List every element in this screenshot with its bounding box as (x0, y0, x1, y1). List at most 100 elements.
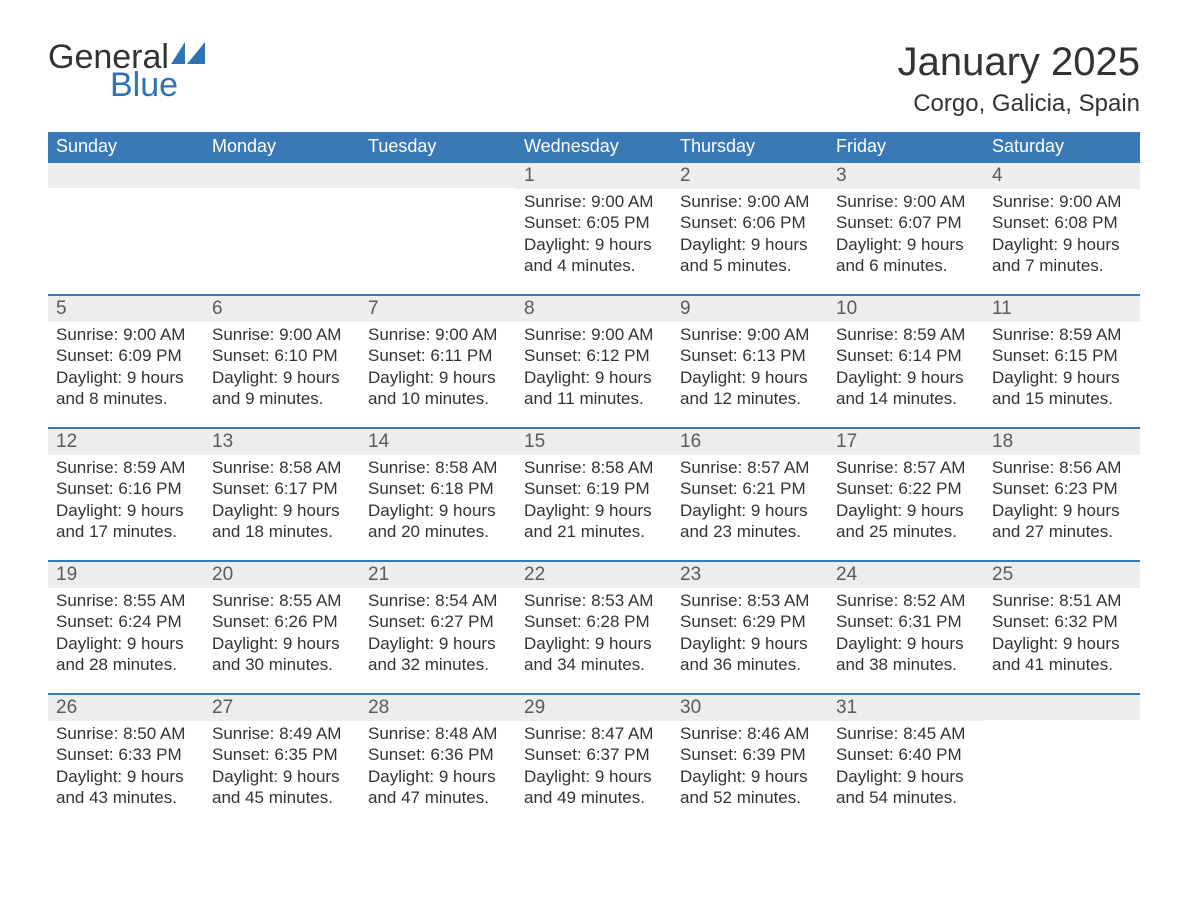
page-header: General Blue January 2025 Corgo, Galicia… (48, 40, 1140, 118)
day-day2-label: and 20 minutes. (368, 521, 508, 542)
day-day2-label: and 6 minutes. (836, 255, 976, 276)
day-cell: 30Sunrise: 8:46 AMSunset: 6:39 PMDayligh… (672, 694, 828, 826)
day-day1-label: Daylight: 9 hours (992, 633, 1132, 654)
day-cell: 17Sunrise: 8:57 AMSunset: 6:22 PMDayligh… (828, 428, 984, 561)
day-sunrise-label: Sunrise: 9:00 AM (524, 324, 664, 345)
day-sunset-label: Sunset: 6:24 PM (56, 611, 196, 632)
day-cell: 6Sunrise: 9:00 AMSunset: 6:10 PMDaylight… (204, 295, 360, 428)
day-number-band: 13 (204, 429, 360, 455)
day-sunrise-label: Sunrise: 8:55 AM (212, 590, 352, 611)
day-cell: 3Sunrise: 9:00 AMSunset: 6:07 PMDaylight… (828, 163, 984, 295)
day-sunrise-label: Sunrise: 8:54 AM (368, 590, 508, 611)
day-number-band (360, 163, 516, 188)
day-sunset-label: Sunset: 6:33 PM (56, 744, 196, 765)
day-day2-label: and 25 minutes. (836, 521, 976, 542)
day-sunset-label: Sunset: 6:11 PM (368, 345, 508, 366)
day-day1-label: Daylight: 9 hours (56, 500, 196, 521)
day-sunset-label: Sunset: 6:26 PM (212, 611, 352, 632)
day-day1-label: Daylight: 9 hours (56, 633, 196, 654)
day-number-band: 14 (360, 429, 516, 455)
day-number-band: 12 (48, 429, 204, 455)
day-cell: 14Sunrise: 8:58 AMSunset: 6:18 PMDayligh… (360, 428, 516, 561)
day-day2-label: and 8 minutes. (56, 388, 196, 409)
day-day1-label: Daylight: 9 hours (56, 367, 196, 388)
day-day2-label: and 23 minutes. (680, 521, 820, 542)
day-number-band: 17 (828, 429, 984, 455)
day-number-band: 4 (984, 163, 1140, 189)
day-day2-label: and 52 minutes. (680, 787, 820, 808)
day-sunset-label: Sunset: 6:05 PM (524, 212, 664, 233)
day-day1-label: Daylight: 9 hours (524, 367, 664, 388)
day-cell: 25Sunrise: 8:51 AMSunset: 6:32 PMDayligh… (984, 561, 1140, 694)
day-cell: 13Sunrise: 8:58 AMSunset: 6:17 PMDayligh… (204, 428, 360, 561)
day-number-band: 29 (516, 695, 672, 721)
day-sunset-label: Sunset: 6:29 PM (680, 611, 820, 632)
day-number-band: 2 (672, 163, 828, 189)
day-day2-label: and 18 minutes. (212, 521, 352, 542)
day-cell (48, 163, 204, 295)
day-sunrise-label: Sunrise: 8:45 AM (836, 723, 976, 744)
day-sunrise-label: Sunrise: 8:58 AM (368, 457, 508, 478)
day-number-band: 19 (48, 562, 204, 588)
day-day1-label: Daylight: 9 hours (836, 500, 976, 521)
day-sunrise-label: Sunrise: 8:57 AM (680, 457, 820, 478)
logo: General Blue (48, 40, 205, 102)
day-sunrise-label: Sunrise: 8:59 AM (836, 324, 976, 345)
day-cell: 18Sunrise: 8:56 AMSunset: 6:23 PMDayligh… (984, 428, 1140, 561)
day-cell: 5Sunrise: 9:00 AMSunset: 6:09 PMDaylight… (48, 295, 204, 428)
day-day2-label: and 34 minutes. (524, 654, 664, 675)
day-cell: 29Sunrise: 8:47 AMSunset: 6:37 PMDayligh… (516, 694, 672, 826)
day-day2-label: and 15 minutes. (992, 388, 1132, 409)
day-number-band: 24 (828, 562, 984, 588)
day-cell: 28Sunrise: 8:48 AMSunset: 6:36 PMDayligh… (360, 694, 516, 826)
day-day2-label: and 27 minutes. (992, 521, 1132, 542)
day-sunset-label: Sunset: 6:09 PM (56, 345, 196, 366)
day-sunrise-label: Sunrise: 9:00 AM (212, 324, 352, 345)
day-sunrise-label: Sunrise: 8:47 AM (524, 723, 664, 744)
day-day2-label: and 32 minutes. (368, 654, 508, 675)
day-day2-label: and 21 minutes. (524, 521, 664, 542)
day-cell: 20Sunrise: 8:55 AMSunset: 6:26 PMDayligh… (204, 561, 360, 694)
day-sunrise-label: Sunrise: 8:53 AM (524, 590, 664, 611)
day-day2-label: and 11 minutes. (524, 388, 664, 409)
day-cell: 11Sunrise: 8:59 AMSunset: 6:15 PMDayligh… (984, 295, 1140, 428)
day-sunset-label: Sunset: 6:22 PM (836, 478, 976, 499)
weekday-header: Wednesday (516, 132, 672, 163)
day-cell: 31Sunrise: 8:45 AMSunset: 6:40 PMDayligh… (828, 694, 984, 826)
week-row: 12Sunrise: 8:59 AMSunset: 6:16 PMDayligh… (48, 428, 1140, 561)
day-cell (984, 694, 1140, 826)
day-day1-label: Daylight: 9 hours (836, 766, 976, 787)
day-number-band: 8 (516, 296, 672, 322)
day-sunset-label: Sunset: 6:35 PM (212, 744, 352, 765)
day-day1-label: Daylight: 9 hours (680, 766, 820, 787)
title-block: January 2025 Corgo, Galicia, Spain (898, 40, 1140, 118)
day-sunset-label: Sunset: 6:15 PM (992, 345, 1132, 366)
day-sunset-label: Sunset: 6:27 PM (368, 611, 508, 632)
day-number-band: 7 (360, 296, 516, 322)
day-sunrise-label: Sunrise: 9:00 AM (836, 191, 976, 212)
day-cell (204, 163, 360, 295)
day-number-band: 16 (672, 429, 828, 455)
day-sunset-label: Sunset: 6:36 PM (368, 744, 508, 765)
day-sunset-label: Sunset: 6:32 PM (992, 611, 1132, 632)
day-day1-label: Daylight: 9 hours (836, 633, 976, 654)
day-cell: 1Sunrise: 9:00 AMSunset: 6:05 PMDaylight… (516, 163, 672, 295)
day-day2-label: and 4 minutes. (524, 255, 664, 276)
day-cell: 15Sunrise: 8:58 AMSunset: 6:19 PMDayligh… (516, 428, 672, 561)
day-cell: 21Sunrise: 8:54 AMSunset: 6:27 PMDayligh… (360, 561, 516, 694)
day-sunrise-label: Sunrise: 8:59 AM (56, 457, 196, 478)
weekday-header: Friday (828, 132, 984, 163)
day-day2-label: and 38 minutes. (836, 654, 976, 675)
day-day1-label: Daylight: 9 hours (368, 500, 508, 521)
day-number-band: 23 (672, 562, 828, 588)
day-sunrise-label: Sunrise: 8:56 AM (992, 457, 1132, 478)
day-day1-label: Daylight: 9 hours (836, 234, 976, 255)
day-cell: 9Sunrise: 9:00 AMSunset: 6:13 PMDaylight… (672, 295, 828, 428)
day-number-band: 27 (204, 695, 360, 721)
day-sunrise-label: Sunrise: 8:55 AM (56, 590, 196, 611)
day-sunset-label: Sunset: 6:19 PM (524, 478, 664, 499)
sail-icon (171, 42, 205, 68)
day-day2-label: and 47 minutes. (368, 787, 508, 808)
day-number-band: 26 (48, 695, 204, 721)
weekday-header-row: Sunday Monday Tuesday Wednesday Thursday… (48, 132, 1140, 163)
